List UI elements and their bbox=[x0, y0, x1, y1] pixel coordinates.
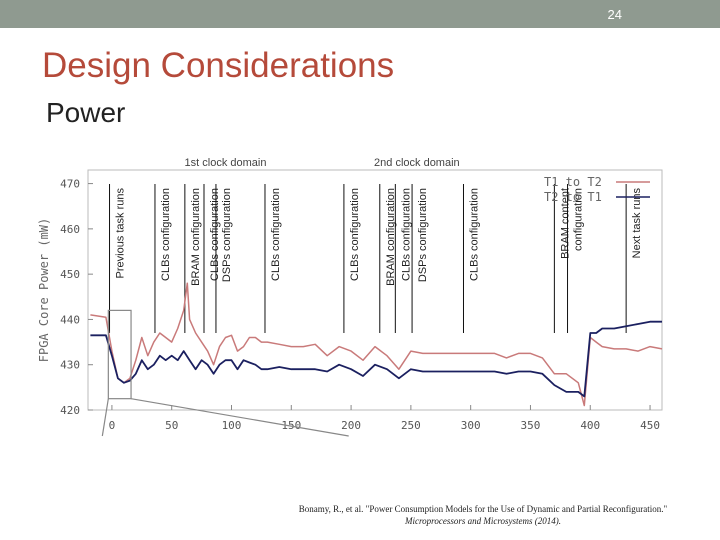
top-bar: 24 bbox=[0, 0, 720, 28]
event-label: BRAM content bbox=[559, 188, 571, 259]
slide-title: Design Considerations bbox=[42, 46, 395, 85]
legend-label: T2 to T1 bbox=[544, 190, 602, 204]
clock-domain-label: 1st clock domain bbox=[185, 157, 267, 169]
x-tick-label: 350 bbox=[521, 419, 541, 432]
power-chart: 470 460 450 440 430 420 0 50 100 150 200 250 300 350 4… bbox=[30, 152, 690, 442]
y-tick-label: 430 bbox=[60, 359, 80, 372]
event-label: Previous task runs bbox=[115, 188, 127, 279]
zoom-box bbox=[107, 309, 132, 400]
power-chart-svg: 470 460 450 440 430 420 0 50 100 150 200 250 300 350 4… bbox=[37, 157, 663, 437]
x-tick-label: 300 bbox=[461, 419, 481, 432]
event-label: BRAM configuration bbox=[385, 188, 397, 286]
legend-label: T1 to T2 bbox=[544, 175, 602, 189]
slide-subtitle: Power bbox=[46, 97, 126, 128]
x-tick-label: 150 bbox=[281, 419, 301, 432]
event-label: CLBs configuration bbox=[468, 188, 480, 281]
y-tick-label: 440 bbox=[60, 313, 80, 326]
y-tick-label: 450 bbox=[60, 268, 80, 281]
y-tick-label: 420 bbox=[60, 404, 80, 417]
event-label: DSPs configuration bbox=[221, 188, 233, 282]
clock-domain-label: 2nd clock domain bbox=[374, 157, 460, 169]
event-label: BRAM configuration bbox=[190, 188, 202, 286]
x-tick-label: 250 bbox=[401, 419, 421, 432]
x-tick-label: 0 bbox=[109, 419, 116, 432]
x-tick-label: 50 bbox=[165, 419, 178, 432]
x-tick-label: 200 bbox=[341, 419, 361, 432]
citation-line-2: Microprocessors and Microsystems (2014). bbox=[405, 516, 561, 526]
y-tick-label: 470 bbox=[60, 178, 80, 191]
citation: Bonamy, R., et al. "Power Consumption Mo… bbox=[248, 503, 718, 527]
plot-frame bbox=[87, 169, 663, 411]
event-label: CLBs configuration bbox=[209, 188, 221, 281]
event-label: CLBs configuration bbox=[270, 188, 282, 281]
zoom-pointer-line bbox=[101, 398, 109, 437]
event-label: DSPs configuration bbox=[417, 188, 429, 282]
zoom-pointer-line bbox=[130, 398, 349, 437]
x-tick-label: 100 bbox=[222, 419, 242, 432]
y-tick-label: 460 bbox=[60, 223, 80, 236]
event-label: CLBs configuration bbox=[349, 188, 361, 281]
citation-line-1: Bonamy, R., et al. "Power Consumption Mo… bbox=[298, 504, 668, 514]
series-line-t2-to-t1 bbox=[90, 320, 662, 398]
event-label: Next task runs bbox=[631, 188, 643, 259]
event-label: configuration bbox=[573, 188, 585, 251]
x-tick-label: 400 bbox=[580, 419, 600, 432]
series-line-t1-to-t2 bbox=[90, 282, 663, 407]
event-label: CLBs configuration bbox=[160, 188, 172, 281]
x-tick-label: 450 bbox=[640, 419, 660, 432]
event-label: CLBs configuration bbox=[400, 188, 412, 281]
slide-number: 24 bbox=[607, 7, 622, 22]
y-axis-label: FPGA Core Power (mW) bbox=[37, 218, 51, 363]
